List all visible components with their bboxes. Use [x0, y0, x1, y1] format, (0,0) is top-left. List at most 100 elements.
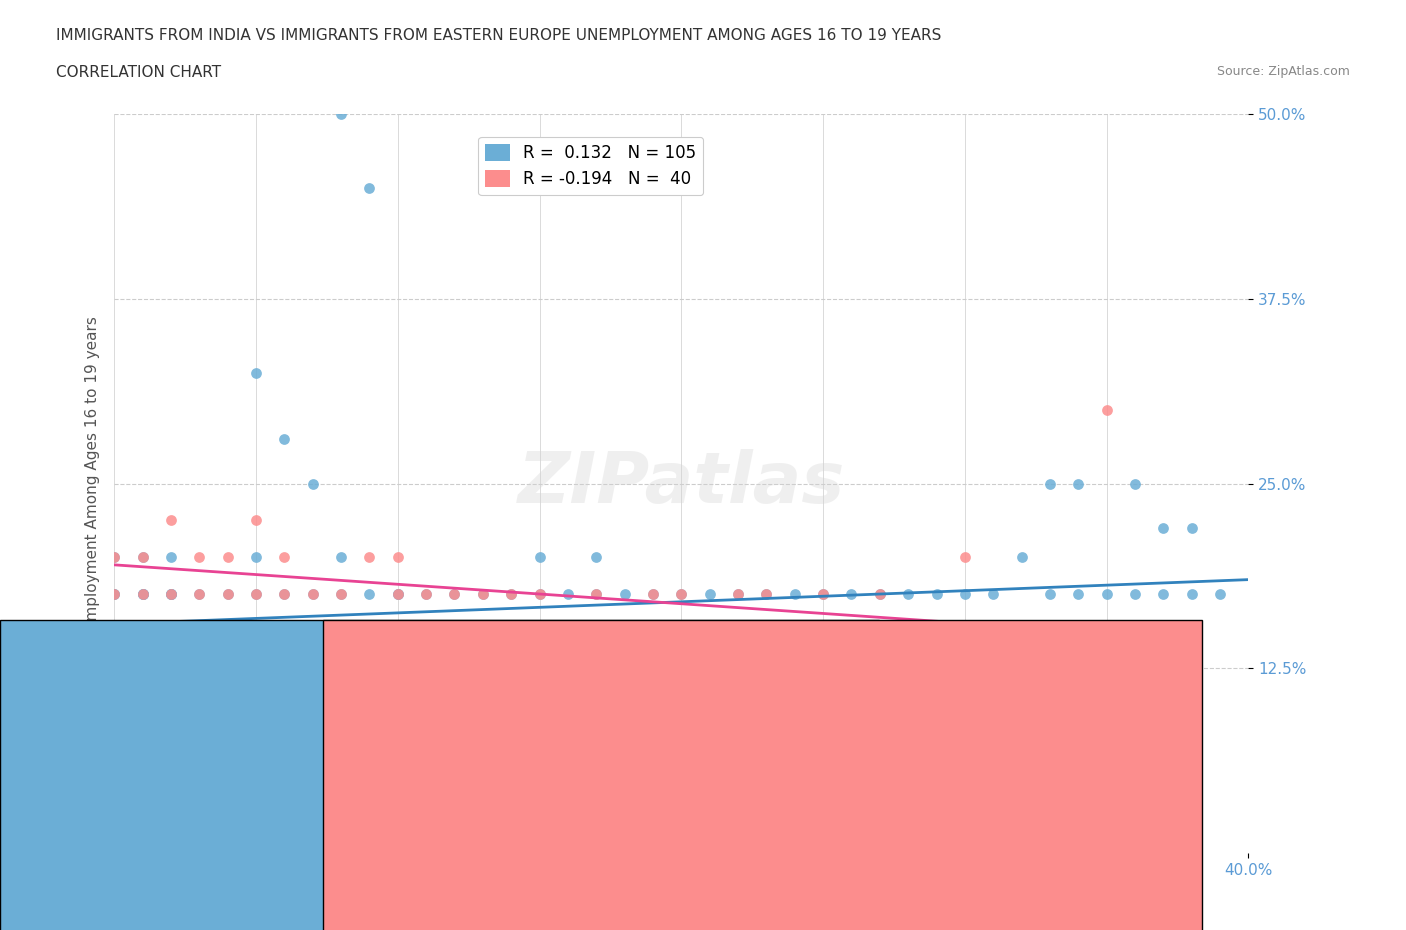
Point — [841, 587, 863, 602]
Point — [415, 587, 437, 602]
Point — [188, 661, 211, 676]
Point — [443, 587, 465, 602]
Point — [387, 587, 409, 602]
Point — [1123, 587, 1146, 602]
Point — [217, 624, 239, 639]
Point — [273, 587, 295, 602]
Point — [501, 661, 523, 676]
Point — [1067, 587, 1090, 602]
Point — [529, 661, 551, 676]
Point — [330, 587, 353, 602]
Point — [699, 587, 721, 602]
Point — [245, 587, 267, 602]
Point — [160, 587, 183, 602]
Point — [699, 624, 721, 639]
Point — [641, 772, 664, 787]
Point — [529, 587, 551, 602]
Point — [359, 624, 381, 639]
Point — [131, 624, 153, 639]
Point — [727, 587, 749, 602]
Point — [160, 513, 183, 528]
Point — [811, 587, 834, 602]
Point — [245, 661, 267, 676]
Point — [841, 624, 863, 639]
Point — [415, 624, 437, 639]
Point — [585, 550, 607, 565]
Point — [699, 624, 721, 639]
Point — [443, 587, 465, 602]
Point — [1095, 587, 1118, 602]
Point — [529, 587, 551, 602]
Point — [727, 587, 749, 602]
Point — [755, 661, 778, 676]
Point — [273, 624, 295, 639]
Point — [613, 624, 636, 639]
Point — [501, 624, 523, 639]
Point — [217, 698, 239, 712]
Point — [443, 661, 465, 676]
Point — [273, 698, 295, 712]
Point — [1209, 587, 1232, 602]
Point — [1152, 521, 1174, 536]
Text: Immigrants from Eastern Europe: Immigrants from Eastern Europe — [718, 895, 969, 910]
Point — [103, 587, 125, 602]
Text: Immigrants from India: Immigrants from India — [434, 895, 606, 910]
Point — [841, 624, 863, 639]
Point — [783, 624, 806, 639]
Point — [557, 624, 579, 639]
Point — [330, 107, 353, 122]
Point — [387, 587, 409, 602]
Point — [160, 624, 183, 639]
Text: ZIPatlas: ZIPatlas — [517, 449, 845, 518]
Point — [953, 587, 976, 602]
Point — [387, 661, 409, 676]
Point — [1123, 476, 1146, 491]
Point — [557, 587, 579, 602]
Point — [188, 698, 211, 712]
Point — [160, 587, 183, 602]
Point — [103, 550, 125, 565]
Point — [585, 587, 607, 602]
Point — [131, 587, 153, 602]
Point — [160, 661, 183, 676]
Point — [641, 587, 664, 602]
Point — [359, 180, 381, 195]
Point — [330, 550, 353, 565]
Point — [160, 587, 183, 602]
Point — [301, 587, 323, 602]
Point — [671, 772, 693, 787]
Point — [160, 550, 183, 565]
Point — [217, 661, 239, 676]
Point — [727, 698, 749, 712]
Point — [471, 661, 494, 676]
Point — [953, 550, 976, 565]
Point — [188, 587, 211, 602]
Point — [671, 587, 693, 602]
Point — [443, 624, 465, 639]
Point — [273, 432, 295, 446]
Point — [1181, 521, 1204, 536]
Text: CORRELATION CHART: CORRELATION CHART — [56, 65, 221, 80]
Point — [953, 698, 976, 712]
Point — [1181, 587, 1204, 602]
Point — [811, 587, 834, 602]
Point — [131, 550, 153, 565]
Point — [103, 550, 125, 565]
Point — [131, 587, 153, 602]
Point — [897, 587, 920, 602]
Point — [217, 587, 239, 602]
Point — [188, 624, 211, 639]
Point — [103, 587, 125, 602]
Point — [981, 587, 1004, 602]
Point — [783, 624, 806, 639]
Point — [359, 587, 381, 602]
Point — [529, 550, 551, 565]
Point — [330, 587, 353, 602]
Point — [131, 550, 153, 565]
Point — [501, 587, 523, 602]
Point — [301, 476, 323, 491]
Point — [783, 587, 806, 602]
Point — [1095, 402, 1118, 417]
Point — [245, 513, 267, 528]
Point — [471, 587, 494, 602]
